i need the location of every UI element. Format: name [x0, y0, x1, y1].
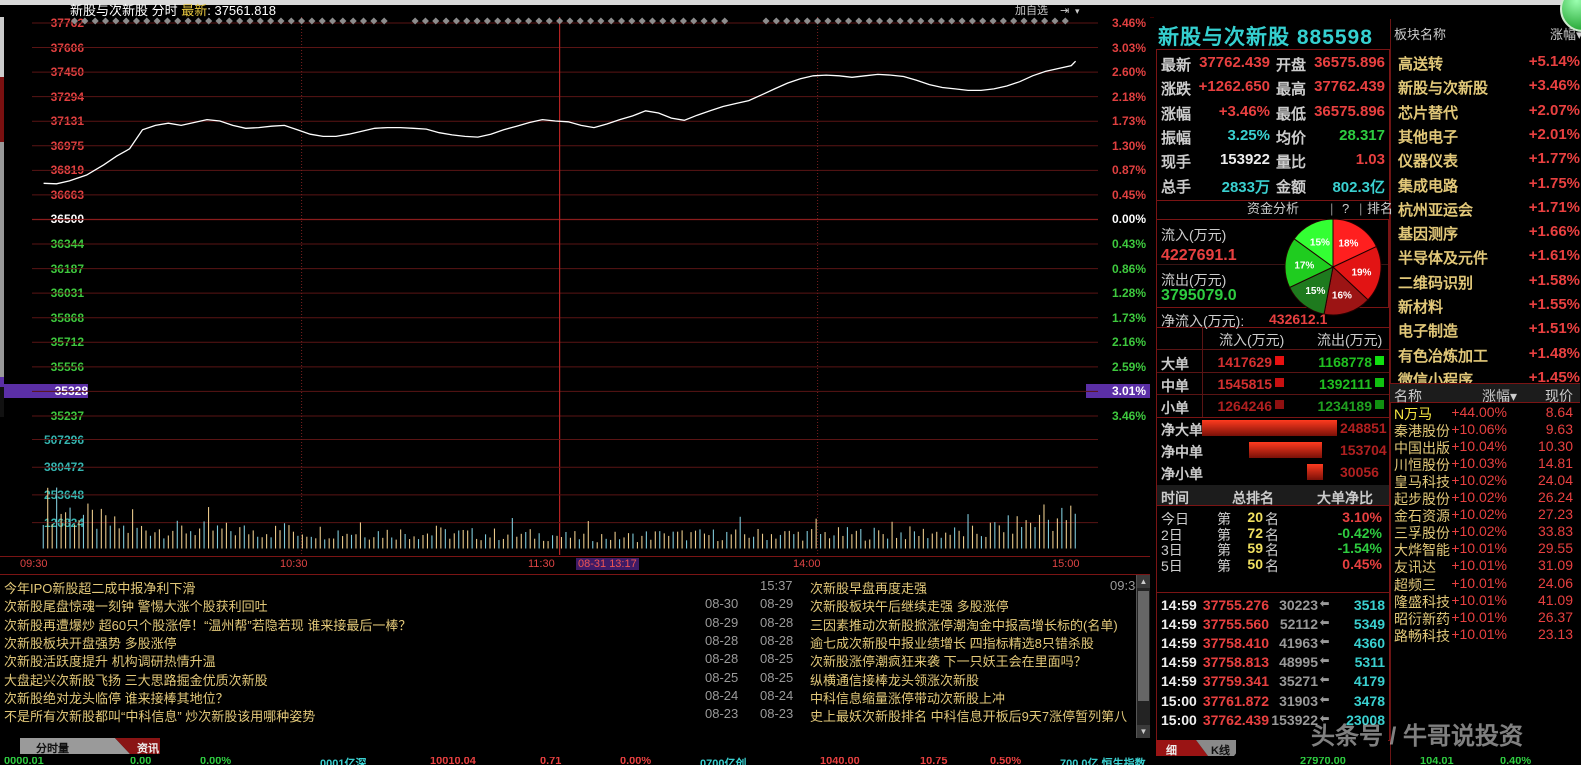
svg-text:15%: 15% — [1310, 237, 1330, 248]
svg-text:18%: 18% — [1338, 239, 1358, 250]
svg-text:16%: 16% — [1332, 290, 1352, 301]
svg-text:19%: 19% — [1351, 268, 1371, 279]
svg-text:17%: 17% — [1294, 260, 1314, 271]
svg-text:15%: 15% — [1305, 286, 1325, 297]
